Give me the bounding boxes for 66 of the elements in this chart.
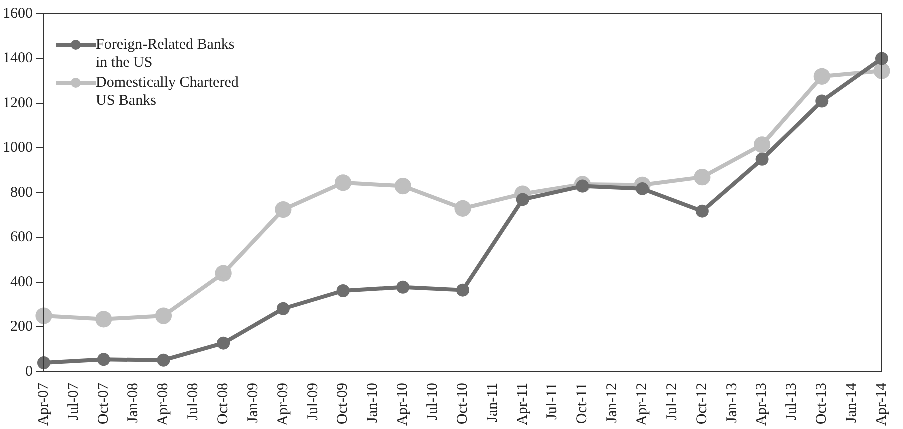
y-tick-label: 200 — [10, 319, 33, 336]
point — [814, 68, 830, 85]
point — [394, 178, 412, 195]
x-tick-label: Apr-12 — [634, 382, 651, 426]
point — [157, 354, 170, 367]
point — [36, 308, 52, 324]
x-tick-label: Oct-09 — [335, 382, 352, 425]
x-tick-label: Jan-08 — [126, 382, 142, 423]
legend-label: Domestically Chartered US Banks — [96, 74, 240, 110]
point — [876, 52, 888, 66]
x-tick-label: Jan-13 — [724, 382, 740, 423]
point — [334, 174, 352, 192]
x-tick-label: Jul-07 — [66, 382, 82, 420]
x-tick-label: Jan-12 — [604, 382, 621, 423]
point — [754, 136, 771, 154]
point — [336, 284, 350, 298]
x-tick-label: Jan-11 — [484, 382, 501, 422]
point — [874, 62, 890, 80]
point — [456, 284, 470, 297]
x-tick-label: Apr-07 — [36, 382, 52, 426]
point — [516, 193, 530, 206]
point — [38, 356, 50, 370]
x-tick-label: Jan-14 — [844, 382, 860, 423]
point — [696, 204, 709, 218]
point — [96, 311, 112, 328]
x-tick-label: Apr-14 — [874, 382, 890, 426]
x-tick-label: Apr-09 — [275, 382, 292, 426]
point — [636, 182, 650, 196]
point — [217, 336, 230, 350]
x-tick-label: Apr-11 — [514, 382, 531, 426]
x-tick-label: Jul-09 — [305, 382, 322, 420]
point — [816, 94, 829, 108]
point — [694, 169, 711, 186]
x-tick-label: Oct-07 — [96, 382, 112, 425]
x-tick-label: Oct-13 — [814, 382, 830, 425]
point — [756, 152, 769, 166]
x-tick-label: Jul-11 — [544, 382, 561, 420]
point — [454, 200, 472, 217]
y-tick-label: 400 — [10, 274, 33, 290]
x-tick-label: Jul-12 — [664, 382, 680, 420]
y-tick-label: 600 — [10, 230, 33, 246]
point — [155, 308, 172, 324]
x-tick-label: Jan-10 — [365, 382, 382, 423]
point — [396, 280, 410, 294]
y-tick-label: 0 — [26, 364, 33, 380]
y-tick-label: 1000 — [3, 140, 33, 156]
point — [275, 201, 292, 218]
point — [97, 353, 110, 366]
point — [276, 302, 290, 316]
x-tick-label: Oct-11 — [574, 382, 591, 424]
x-tick-label: Oct-12 — [694, 382, 710, 425]
x-tick-label: Apr-13 — [754, 382, 770, 426]
x-tick-label: Jul-10 — [425, 382, 442, 420]
x-tick-label: Oct-10 — [454, 382, 471, 425]
y-tick-label: 800 — [10, 184, 33, 201]
x-tick-label: Jul-13 — [784, 382, 800, 420]
x-tick-label: Jul-08 — [186, 382, 202, 420]
x-tick-label: Apr-10 — [395, 382, 412, 426]
y-tick-label: 1400 — [3, 50, 33, 67]
x-tick-label: Jan-09 — [245, 382, 262, 423]
x-tick-label: Oct-08 — [216, 382, 232, 425]
legend-label: Foreign-Related Banks in the US — [96, 36, 236, 72]
y-tick-label: 1200 — [3, 95, 33, 112]
x-tick-label: Apr-08 — [156, 382, 172, 426]
y-tick-label: 1600 — [3, 6, 33, 22]
point — [215, 265, 232, 282]
